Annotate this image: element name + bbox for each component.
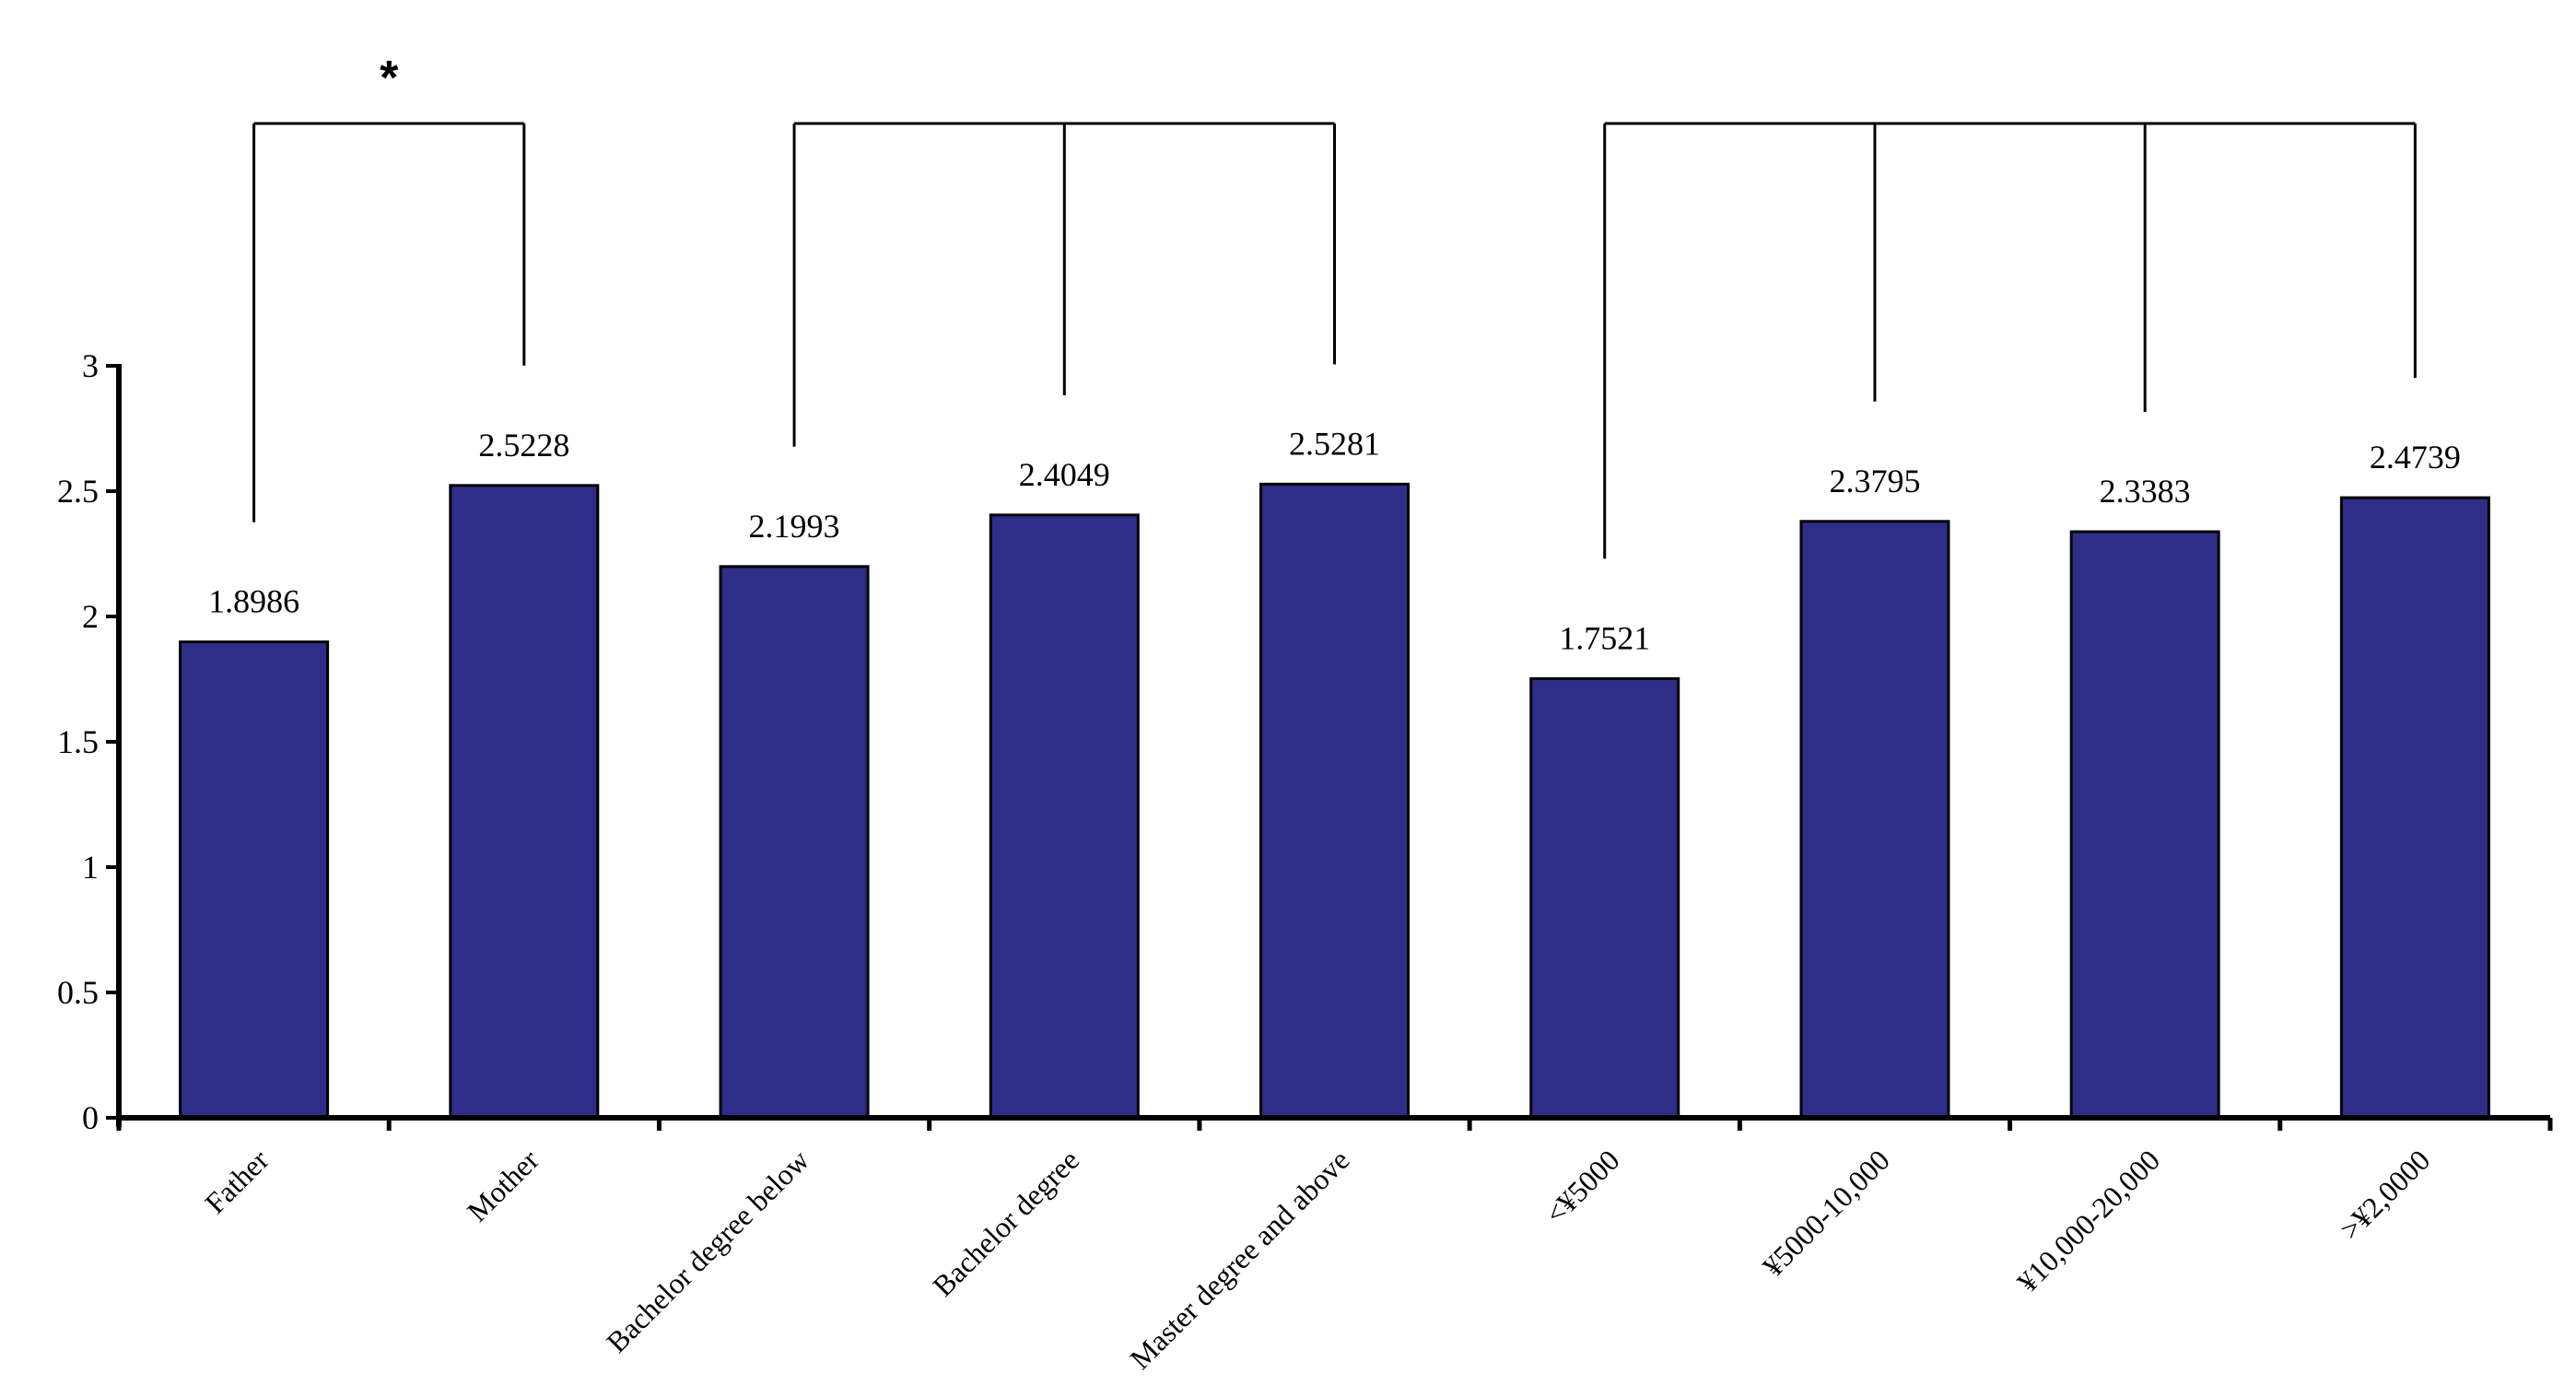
value-label-8: 2.4739 bbox=[2370, 439, 2461, 475]
bar-8 bbox=[2339, 496, 2490, 1120]
y-tick-label-0: 0 bbox=[82, 1099, 99, 1136]
y-tick-label-6: 3 bbox=[82, 347, 99, 384]
value-label-4: 2.5281 bbox=[1289, 425, 1380, 462]
bar-0 bbox=[179, 640, 330, 1120]
category-label-5: <¥5000 bbox=[1539, 1143, 1626, 1230]
y-tick-label-3: 1.5 bbox=[57, 723, 99, 760]
bar-3 bbox=[989, 513, 1140, 1120]
value-labels: 1.8986 2.5228 2.1993 2.4049 2.5281 1.7521 2.37… bbox=[208, 425, 2461, 656]
value-label-7: 2.3383 bbox=[2100, 473, 2191, 510]
category-label-0: Father bbox=[198, 1143, 275, 1220]
bar-1 bbox=[449, 484, 600, 1120]
category-labels: Father Mother Bachelor degree below Bachelo… bbox=[198, 1143, 2436, 1375]
category-label-8: >¥2,0000 bbox=[2334, 1143, 2437, 1246]
bar-7 bbox=[2069, 530, 2220, 1120]
category-label-2: Bachelor degree below bbox=[600, 1143, 815, 1358]
value-label-5: 1.7521 bbox=[1559, 619, 1650, 656]
category-label-1: Mother bbox=[461, 1143, 545, 1227]
bar-2 bbox=[719, 565, 870, 1120]
value-label-0: 1.8986 bbox=[208, 583, 299, 620]
bars bbox=[179, 482, 2490, 1120]
category-label-7: ¥10,000-20,000 bbox=[2010, 1143, 2166, 1298]
bar-5 bbox=[1529, 676, 1680, 1120]
value-label-6: 2.3795 bbox=[1829, 463, 1920, 499]
category-label-4: Master degree and above bbox=[1123, 1143, 1355, 1375]
significance-marker-0: * bbox=[380, 52, 399, 105]
bar-6 bbox=[1799, 520, 1950, 1120]
value-label-3: 2.4049 bbox=[1019, 456, 1110, 493]
category-label-6: ¥5000-10,000 bbox=[1756, 1143, 1896, 1283]
value-label-2: 2.1993 bbox=[749, 508, 840, 545]
y-tick-label-1: 0.5 bbox=[57, 974, 99, 1011]
comparison-brackets: * bbox=[252, 52, 2417, 559]
bar-4 bbox=[1259, 482, 1410, 1120]
value-label-1: 2.5228 bbox=[478, 427, 569, 464]
y-tick-label-2: 1 bbox=[82, 849, 99, 886]
y-axis: 0 0.5 1 1.5 2 2.5 3 bbox=[57, 347, 122, 1136]
x-axis bbox=[116, 1115, 2553, 1131]
category-label-3: Bachelor degree bbox=[926, 1143, 1085, 1302]
y-tick-label-5: 2.5 bbox=[57, 473, 99, 510]
y-tick-label-4: 2 bbox=[82, 598, 99, 635]
